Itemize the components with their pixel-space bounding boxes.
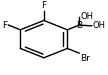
- Text: F: F: [41, 1, 46, 10]
- Text: F: F: [2, 21, 8, 30]
- Text: OH: OH: [93, 21, 106, 30]
- Text: B: B: [76, 21, 82, 30]
- Text: OH: OH: [80, 12, 93, 21]
- Text: Br: Br: [80, 54, 90, 63]
